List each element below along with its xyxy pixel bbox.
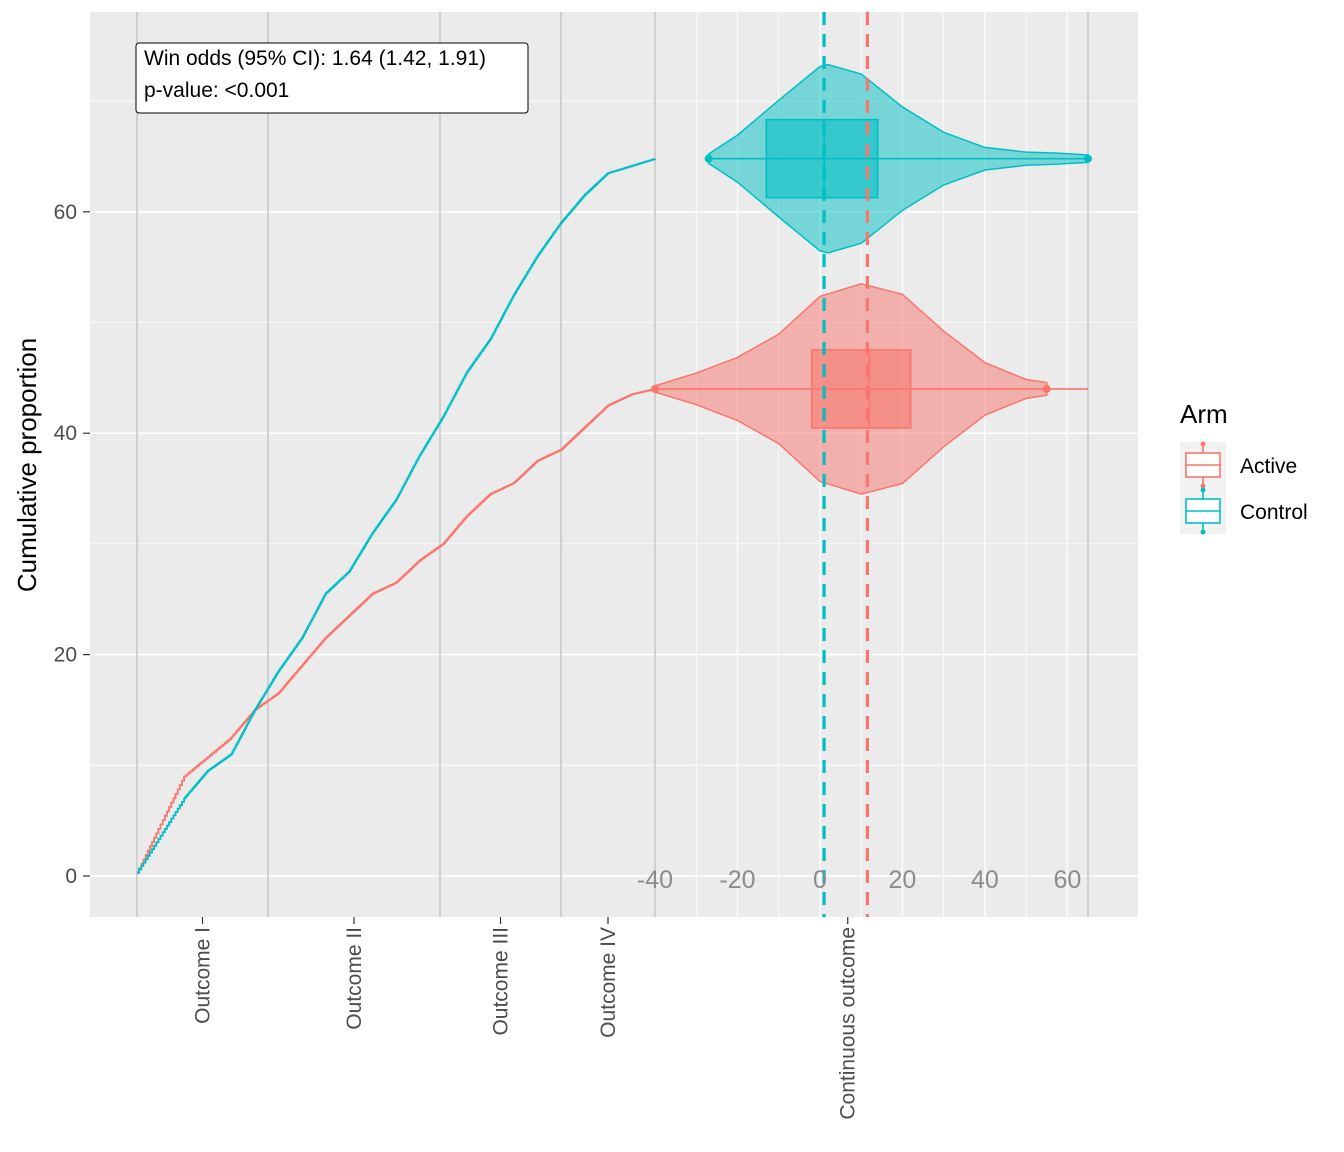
legend-dot (1200, 441, 1206, 447)
x-category-label: Outcome I (192, 927, 215, 1024)
mean-lines (822, 12, 869, 917)
y-axis: 0 20 40 60 (54, 201, 90, 888)
legend-dot (1200, 529, 1206, 535)
y-axis-title: Cumulative proportion (12, 338, 42, 592)
cumulative-lines (137, 158, 656, 874)
x-axis: Outcome I Outcome II Outcome III Outcome IV… (192, 917, 860, 1120)
continuous-axis-ticks: -40 -20 0 20 40 60 (637, 866, 1081, 894)
continuous-tick-label: 60 (1053, 866, 1081, 894)
annotation-line-2: p-value: <0.001 (144, 79, 289, 102)
cumulative-line-control (137, 158, 656, 874)
win-odds-annotation: Win odds (95% CI): 1.64 (1.42, 1.91) p-v… (135, 42, 529, 114)
x-category-label: Continuous outcome (837, 927, 860, 1120)
legend-label: Control (1240, 501, 1308, 524)
continuous-tick-label: 40 (971, 866, 999, 894)
x-category-label: Outcome IV (597, 927, 620, 1038)
continuous-tick-label: -40 (637, 866, 673, 894)
legend-title: Arm (1180, 399, 1228, 429)
cumulative-line-active (137, 388, 656, 874)
annotation-line-1: Win odds (95% CI): 1.64 (1.42, 1.91) (144, 47, 486, 70)
continuous-tick-label: -20 (719, 866, 755, 894)
legend-item-control: Control (1180, 487, 1308, 535)
legend-label: Active (1240, 455, 1297, 478)
boxplots (651, 118, 1092, 429)
box-active (810, 349, 912, 429)
y-tick-label: 40 (54, 422, 77, 445)
continuous-tick-label: 0 (813, 866, 827, 894)
min-point-control (704, 154, 713, 163)
legend-dot (1200, 487, 1206, 493)
y-tick-label: 20 (54, 644, 77, 667)
legend-item-active: Active (1180, 441, 1297, 489)
y-tick-label: 0 (65, 865, 77, 888)
legend: Arm Active Control (1180, 399, 1308, 535)
max-point-control (1084, 154, 1092, 163)
continuous-tick-label: 20 (889, 866, 917, 894)
y-tick-label: 60 (54, 201, 77, 224)
annotation-box (135, 42, 529, 114)
x-category-label: Outcome II (343, 927, 366, 1030)
legend-dot (1200, 483, 1206, 489)
box-control (765, 118, 879, 199)
x-category-label: Outcome III (490, 927, 513, 1036)
max-point-active (1042, 384, 1051, 393)
